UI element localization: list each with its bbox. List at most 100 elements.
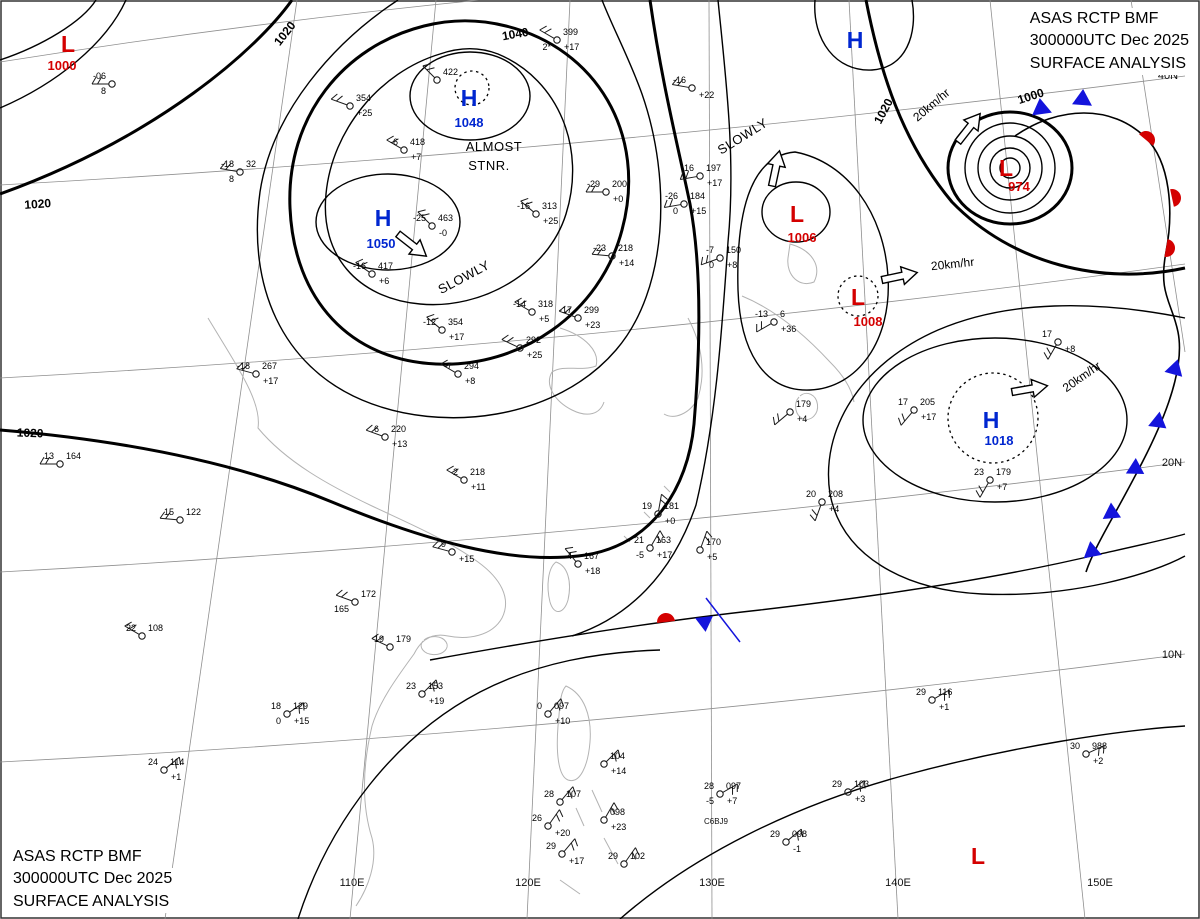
wind-barb-tick — [706, 530, 713, 538]
isobar — [256, 0, 662, 419]
wind-barb-shaft — [680, 176, 697, 180]
title-type: SURFACE ANALYSIS — [1026, 52, 1189, 76]
wind-barb-shaft — [289, 702, 304, 713]
graticule-parallel — [0, 263, 1186, 379]
station-tendency: +23 — [611, 822, 626, 832]
station-tendency: +17 — [449, 332, 464, 342]
station-extra: 165 — [334, 604, 349, 614]
station-pressure: 122 — [186, 507, 201, 517]
isobar-spiral — [999, 157, 1021, 179]
isobar — [0, 0, 97, 61]
wind-barb-tick — [863, 780, 866, 789]
system-motion-label: SLOWLY — [436, 257, 493, 297]
isobar-spiral — [989, 147, 1031, 189]
coastline-bohai — [549, 327, 605, 415]
wind-barb-shaft — [166, 756, 180, 769]
wind-barb-tick — [660, 499, 667, 506]
wind-barb-tick — [635, 847, 640, 856]
wind-barb-tick — [685, 170, 689, 179]
wind-barb-tick — [355, 258, 364, 263]
station-plot: 9 +15 — [432, 539, 474, 564]
graticule-meridian — [164, 0, 298, 919]
station-tendency: +11 — [471, 482, 486, 492]
station-temperature: 30 — [1070, 741, 1080, 751]
wind-barb-shaft — [651, 530, 661, 546]
wind-barb-shaft — [331, 98, 348, 106]
wind-barb-tick — [591, 184, 596, 193]
wind-barb-tick — [811, 509, 818, 516]
wind-barb-tick — [572, 786, 577, 795]
station-pressure: 164 — [66, 451, 81, 461]
station-extra: 8 — [229, 174, 234, 184]
isobar — [814, 0, 915, 71]
station-plot: 422 — [422, 63, 458, 84]
station-circle — [786, 408, 794, 416]
wind-barb-tick — [613, 753, 617, 762]
station-temperature: 29 — [608, 851, 618, 861]
wind-barb-tick — [1102, 745, 1105, 754]
wind-barb-tick — [371, 633, 379, 639]
station-plot: -18 32 8 — [219, 159, 256, 184]
station-temperature: 29 — [770, 829, 780, 839]
station-pressure: 197 — [706, 163, 721, 173]
station-temperature: 20 — [806, 489, 816, 499]
station-extra: 0 — [673, 206, 678, 216]
wind-barb-tick — [431, 683, 435, 692]
wind-barb-tick — [225, 163, 232, 170]
station-plot: 170 +5 — [696, 530, 721, 562]
station-pressure: 184 — [690, 191, 705, 201]
front-speed-label: 20km/hr — [1060, 359, 1104, 395]
station-tendency: +7 — [727, 796, 737, 806]
station-pressure: 179 — [396, 634, 411, 644]
wind-barb-shaft — [605, 802, 615, 818]
station-plot: 30 988 +2 — [1070, 741, 1107, 766]
station-pressure: 097 — [554, 701, 569, 711]
title-type: SURFACE ANALYSIS — [10, 890, 173, 913]
wind-barb-shaft — [422, 65, 436, 79]
wind-barb-tick — [859, 783, 862, 792]
station-plot: 354 +25 — [330, 93, 372, 118]
isobar — [862, 337, 1128, 503]
wind-barb-tick — [704, 536, 711, 543]
dashed-system-circle — [454, 70, 490, 106]
station-tendency: +17 — [263, 376, 278, 386]
station-temperature: 23 — [974, 467, 984, 477]
station-tendency: +17 — [564, 42, 579, 52]
wind-barb-shaft — [423, 679, 437, 693]
wind-barb-shaft — [446, 469, 462, 479]
station-pressure: 6 — [780, 309, 785, 319]
station-pressure: 220 — [391, 424, 406, 434]
wind-barb-shaft — [559, 310, 576, 318]
station-tendency: +4 — [797, 414, 807, 424]
station-circle — [428, 222, 436, 230]
station-circle — [418, 690, 426, 698]
wind-barb-tick — [359, 261, 368, 267]
station-plot: 20 208 +4 — [806, 489, 843, 522]
station-plot: -16 313 +25 — [517, 197, 558, 226]
station-extra: -5 — [636, 550, 644, 560]
station-temperature: -16 — [353, 261, 366, 271]
station-circle — [602, 188, 610, 196]
station-plot: 29 098 -1 — [770, 828, 807, 854]
station-plot: 28 097 +7 -5 — [704, 781, 741, 806]
wind-barb-shaft — [386, 139, 402, 149]
isobar — [761, 181, 831, 243]
wind-barb-tick — [558, 305, 566, 312]
station-pressure: 318 — [538, 299, 553, 309]
wind-barb-tick — [376, 635, 384, 642]
isobar-1040 — [288, 19, 631, 366]
wind-barb-tick — [1097, 747, 1100, 756]
station-circle — [438, 326, 446, 334]
station-pressure: 167 — [584, 551, 599, 561]
ship-id-label: C6BJ9 — [704, 817, 729, 826]
station-temperature: -18 — [221, 159, 234, 169]
cold-front-triangle — [1148, 411, 1167, 429]
station-circle — [544, 822, 552, 830]
station-circle — [368, 270, 376, 278]
wind-barb-shaft — [220, 168, 237, 172]
wind-barb-tick — [574, 838, 579, 847]
coastline-kyushu — [795, 392, 819, 420]
station-tendency: +1 — [171, 772, 181, 782]
station-tendency: +8 — [727, 260, 737, 270]
station-circle — [1054, 338, 1062, 346]
